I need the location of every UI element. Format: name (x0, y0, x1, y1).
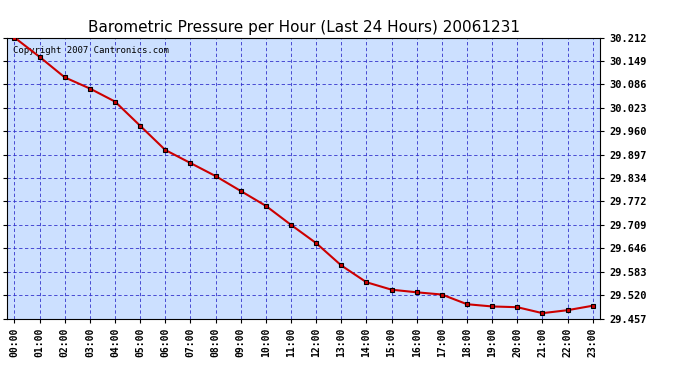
Text: Copyright 2007 Cantronics.com: Copyright 2007 Cantronics.com (13, 46, 169, 55)
Title: Barometric Pressure per Hour (Last 24 Hours) 20061231: Barometric Pressure per Hour (Last 24 Ho… (88, 20, 520, 35)
